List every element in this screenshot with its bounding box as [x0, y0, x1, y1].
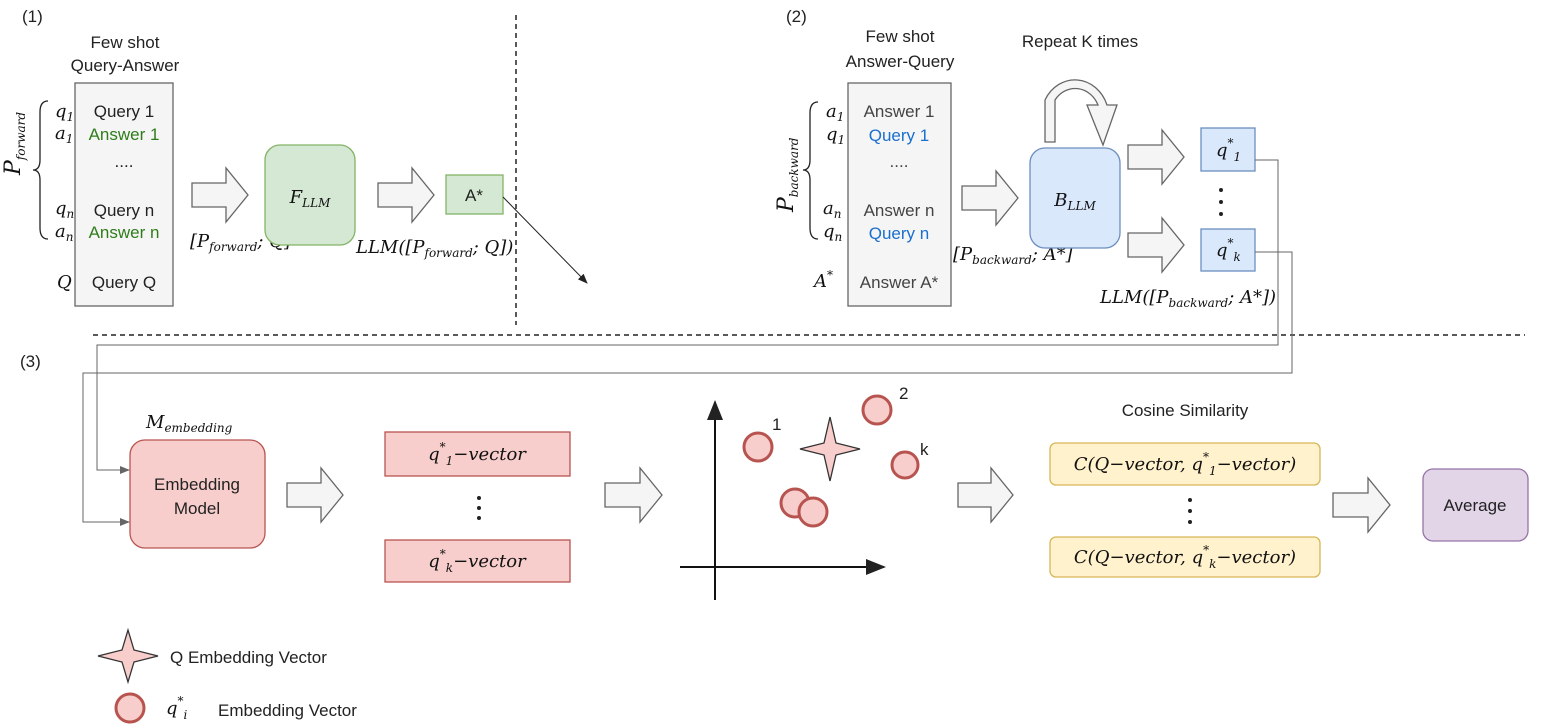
repeat-k-times-label: Repeat K times: [1022, 32, 1138, 51]
point-label-k: k: [920, 440, 929, 459]
brace-icon: [802, 101, 819, 240]
few-shot-query-answer-box: [74, 82, 174, 307]
p-forward-label: Pforward: [1, 112, 28, 176]
backward-llm-box: [1029, 147, 1121, 249]
brace-icon: [32, 100, 49, 240]
embedding-model-symbol: Membedding: [145, 412, 233, 435]
point-label-2: 2: [899, 384, 908, 403]
arrow-space-to-similarity: [957, 466, 1014, 524]
row-answer-n: Answer n: [89, 223, 160, 242]
output-qk-box: [1200, 228, 1256, 272]
legend-star-text: Q Embedding Vector: [170, 648, 327, 667]
label-qn: qn: [55, 198, 74, 221]
answer-star-label: A*: [465, 186, 483, 205]
vertical-ellipsis: [1219, 188, 1223, 216]
label-q1: q1: [55, 101, 74, 124]
similarity-qk-label: C(Q−vector, q*k−vector): [1074, 543, 1296, 571]
s1-title-line2: Query-Answer: [71, 56, 180, 75]
connector-qk-to-embedding: [82, 251, 1293, 526]
row-answer-n: Answer n: [864, 201, 935, 220]
output-qk-label: q*k: [1216, 236, 1241, 264]
connector-q1-to-embedding: [96, 159, 1279, 474]
label-a1: a1: [55, 123, 73, 146]
section-1-marker: (1): [22, 7, 43, 26]
embedding-points: [742, 394, 920, 528]
row-answer-a-star: Answer A*: [860, 273, 939, 292]
label-qn-b: qn: [823, 221, 842, 244]
average-box: [1422, 468, 1529, 542]
cosine-similarity-title: Cosine Similarity: [1122, 401, 1249, 420]
vertical-ellipsis: [1188, 498, 1192, 524]
label-an: an: [55, 221, 73, 244]
few-shot-answer-query-box: [847, 82, 952, 307]
label-A-star: A*: [812, 268, 833, 292]
point-qk: [890, 450, 920, 480]
legend-circle-text: Embedding Vector: [218, 701, 357, 720]
section-2-marker: (2): [786, 7, 807, 26]
arrow-similarity-to-average: [1332, 476, 1391, 534]
backward-output-label: LLM([Pbackward; A*]): [1099, 287, 1276, 310]
row-answer-1: Answer 1: [864, 102, 935, 121]
qk-vector-label: q*k−vector: [428, 547, 527, 575]
row-ellipsis: ....: [890, 152, 909, 171]
similarity-qk-box: [1049, 536, 1321, 578]
row-query-1: Query 1: [94, 102, 154, 121]
query-star-icon: [799, 416, 861, 482]
arrow-backward-llm-to-q1: [1127, 128, 1185, 186]
repeat-loop-arrow-icon: [1044, 79, 1118, 147]
output-q1-label: q*1: [1216, 136, 1241, 164]
point-label-1: 1: [772, 415, 781, 434]
legend-circle-symbol: q*i: [166, 694, 188, 722]
backward-llm-label: BLLM: [1053, 190, 1096, 213]
row-ellipsis: ....: [115, 152, 134, 171]
label-an-b: an: [823, 198, 841, 221]
qk-vector-box: [384, 539, 571, 583]
section-3-marker: (3): [20, 352, 41, 371]
legend-circle-icon: [114, 692, 146, 724]
row-query-q: Query Q: [92, 273, 156, 292]
vertical-ellipsis: [477, 496, 481, 520]
arrow-vectors-to-space: [604, 466, 663, 524]
answer-star-box: [445, 174, 504, 215]
row-query-1: Query 1: [869, 126, 929, 145]
answer-to-backward-arrow: [502, 196, 588, 284]
forward-llm-box: [264, 144, 356, 246]
label-a1-b: a1: [826, 101, 844, 124]
arrow-forward-llm-to-answer: [377, 166, 435, 224]
arrow-backward-llm-to-qk: [1127, 216, 1185, 274]
similarity-q1-label: C(Q−vector, q*1−vector): [1074, 450, 1297, 478]
embedding-model-line1: Embedding: [154, 475, 240, 494]
row-query-n: Query n: [869, 224, 929, 243]
arrow-prompt-to-backward-llm: [961, 169, 1019, 227]
legend-star-icon: [97, 627, 159, 685]
average-label: Average: [1443, 496, 1506, 515]
label-q1-b: q1: [826, 124, 845, 147]
forward-output-label: LLM([Pforward; Q]): [355, 237, 513, 260]
forward-llm-label: FLLM: [289, 187, 331, 210]
output-q1-box: [1200, 127, 1256, 172]
s2-title-line2: Answer-Query: [846, 52, 955, 71]
q1-vector-label: q*1−vector: [428, 440, 527, 468]
backward-input-label: [Pbackward; A*]: [953, 244, 1074, 267]
p-backward-label: Pbackward: [774, 137, 801, 213]
q1-vector-box: [384, 431, 571, 477]
s2-title-line1: Few shot: [866, 27, 935, 46]
arrow-embedding-to-vectors: [286, 466, 344, 524]
embedding-model-line2: Model: [174, 499, 220, 518]
row-query-n: Query n: [94, 201, 154, 220]
arrow-prompt-to-forward-llm: [191, 166, 249, 224]
similarity-q1-box: [1049, 442, 1321, 486]
s1-title-line1: Few shot: [91, 33, 160, 52]
point: [797, 496, 829, 528]
embedding-model-box: [129, 439, 266, 549]
point-q1: [742, 431, 774, 463]
label-Q: Q: [57, 272, 72, 293]
row-answer-1: Answer 1: [89, 125, 160, 144]
point-q2: [861, 394, 893, 426]
